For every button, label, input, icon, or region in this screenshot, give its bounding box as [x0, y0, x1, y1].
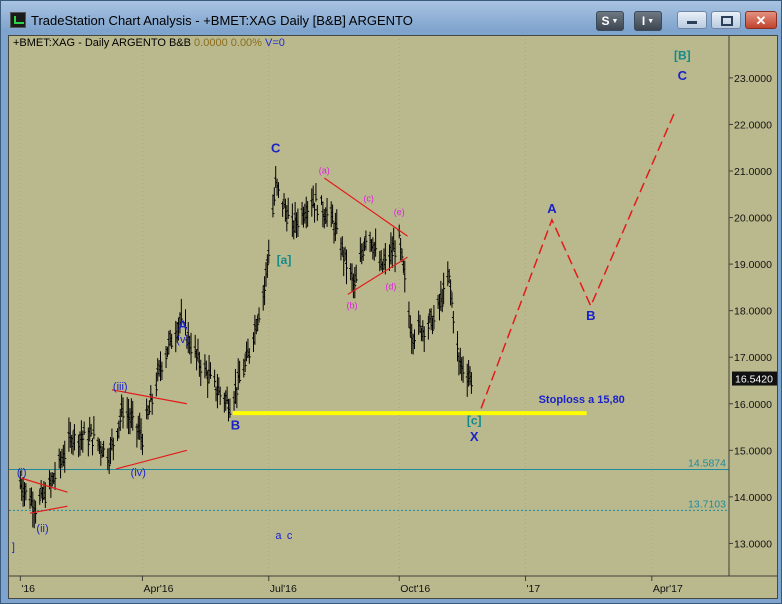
close-icon: ✕ — [755, 13, 767, 28]
projection-path — [480, 110, 677, 409]
y-tick-label: 14.0000 — [734, 492, 772, 504]
symbol-label: +BMET:XAG - Daily ARGENTO B&B — [13, 37, 191, 49]
y-tick-label: 21.0000 — [734, 166, 772, 178]
wave-label: A — [547, 201, 557, 216]
close-button[interactable]: ✕ — [745, 11, 777, 29]
minimize-button[interactable] — [677, 11, 707, 29]
y-tick-label: 23.0000 — [734, 73, 772, 85]
title-bar[interactable]: TradeStation Chart Analysis - +BMET:XAG … — [1, 1, 781, 35]
y-tick-label: 16.0000 — [734, 399, 772, 411]
x-tick-label: Oct'16 — [400, 583, 430, 595]
wave-label: [c] — [467, 414, 482, 428]
y-tick-label: 20.0000 — [734, 213, 772, 225]
wave-label: [B] — [674, 48, 691, 62]
y-tick-label: 15.0000 — [734, 445, 772, 457]
y-tick-label: 18.0000 — [734, 306, 772, 318]
x-tick-label: Jul'16 — [270, 583, 297, 595]
last-price-label: 16.5420 — [735, 374, 773, 386]
trendline — [111, 389, 187, 405]
wave-label: a — [275, 530, 282, 542]
wave-label: (e) — [394, 207, 405, 217]
s-button-label: S — [601, 14, 610, 28]
trendline — [347, 256, 408, 295]
wave-label: (b) — [347, 300, 358, 310]
value2-label: 0.00% — [230, 37, 262, 49]
wave-label: B — [231, 417, 240, 432]
y-tick-label: 13.0000 — [734, 538, 772, 550]
chart-area[interactable]: 14.5874 13.7103 Stoploss a 15,80 (i) (ii)(… — [8, 35, 778, 599]
wave-label: (d) — [385, 282, 396, 292]
wave-label: (ii) — [36, 523, 48, 535]
wave-label: B — [586, 308, 595, 323]
trendline — [21, 477, 68, 493]
wave-label: (a) — [319, 165, 330, 175]
volume-label: V=0 — [265, 37, 285, 49]
trendlines — [21, 177, 408, 514]
wave-label: (iv) — [131, 467, 146, 479]
x-tick-label: '17 — [527, 583, 541, 595]
price-bars — [18, 166, 473, 529]
plot-header: +BMET:XAG - Daily ARGENTO B&B 0.0000 0.0… — [13, 37, 285, 49]
wave-annotations: (i) (ii) (iii) (iv) (v) A B C [a] (a) (b) (c) (d) (e)… — [12, 48, 691, 553]
trendline — [29, 505, 68, 514]
y-tick-label: 22.0000 — [734, 119, 772, 131]
level-label: 13.7103 — [688, 498, 726, 510]
wave-label: (iii) — [113, 381, 128, 393]
wave-label: [a] — [277, 253, 292, 267]
maximize-icon — [721, 16, 733, 26]
i-button-label: I — [641, 14, 646, 28]
tradestation-app-icon — [10, 12, 26, 28]
y-tick-label: 19.0000 — [734, 259, 772, 271]
trendline — [115, 449, 188, 470]
x-tick-label: Apr'17 — [653, 583, 683, 595]
horizontal-levels: 14.5874 13.7103 — [9, 458, 729, 511]
wave-label: A — [178, 317, 188, 332]
wave-label: (v) — [176, 334, 189, 346]
last-price-box — [732, 371, 777, 386]
wave-label: (c) — [363, 193, 374, 203]
window-title: TradeStation Chart Analysis - +BMET:XAG … — [31, 13, 413, 28]
x-tick-label: '16 — [21, 583, 35, 595]
wave-label: X — [470, 429, 479, 444]
level-label: 14.5874 — [688, 458, 726, 470]
minimize-icon — [687, 21, 697, 24]
stoploss-label: Stoploss a 15,80 — [539, 394, 625, 406]
y-tick-label: 17.0000 — [734, 352, 772, 364]
chevron-down-icon: ▼ — [647, 17, 655, 25]
trendline — [323, 177, 408, 237]
projection-line — [480, 110, 677, 409]
grid-lines — [19, 36, 653, 576]
wave-label: C — [271, 140, 281, 155]
s-dropdown-button[interactable]: S ▼ — [596, 11, 624, 31]
wave-label: c — [287, 530, 293, 542]
chevron-down-icon: ▼ — [611, 17, 619, 25]
i-dropdown-button[interactable]: I ▼ — [634, 11, 662, 31]
stoploss: Stoploss a 15,80 — [232, 394, 625, 416]
wave-label: (i) — [17, 467, 27, 479]
wave-label: ] — [12, 541, 15, 553]
wave-label: C — [678, 68, 688, 83]
x-tick-label: Apr'16 — [143, 583, 173, 595]
axes: 13.0000 14.0000 15.0000 16.0000 17.0000 18.00… — [9, 36, 777, 595]
value1-label: 0.0000 — [194, 37, 228, 49]
maximize-button[interactable] — [711, 11, 741, 29]
